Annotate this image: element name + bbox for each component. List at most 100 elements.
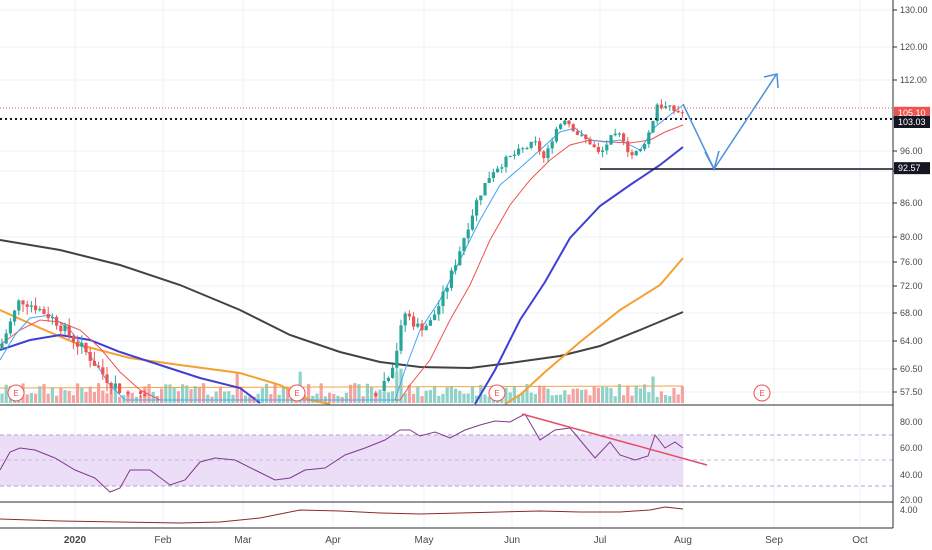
price-axis[interactable]: 130.00120.00112.00104.0096.0092.0086.008… [893,5,928,397]
time-axis[interactable]: 2020 Feb Mar Apr May Jun Jul Aug Sep Oct [64,535,868,546]
volume-bar [273,383,277,403]
volume-bar [59,387,63,403]
volume-bar [588,395,592,403]
candle-body [533,141,537,143]
volume-bar [84,391,88,403]
candle-body [542,151,546,159]
volume-bar [416,386,420,403]
candle-body [466,229,470,239]
candle-body [521,148,525,150]
ma-200-line [0,239,684,370]
candle-body [382,380,386,392]
earnings-marker[interactable] [753,384,771,402]
candle-body [575,131,579,135]
volume-bar [88,386,92,403]
projection-arrow[interactable] [682,73,779,172]
candle-body [664,106,668,108]
candle-body [374,393,378,397]
volume-bar [643,384,647,403]
volume-bar [105,393,109,403]
volume-bar [328,392,332,403]
candle-body [500,167,504,169]
price-label-badge [894,116,930,129]
volume-bar [386,392,390,403]
volume-bar [441,393,445,403]
bottom-indicator-line [0,506,684,524]
volume-bar [332,393,336,403]
volume-bar [286,387,290,403]
time-tick-label: Apr [325,535,341,546]
earnings-marker[interactable] [7,384,25,402]
volume-bar [622,395,626,403]
rsi-tick-label: 40.00 [900,470,923,480]
volume-bar [617,384,621,403]
volume-bar [664,394,668,403]
volume-bar [563,390,567,403]
price-tick-label: 76.00 [900,257,923,267]
volume-bar [659,391,663,403]
volume-bar [63,390,67,403]
volume-bar [189,389,193,403]
volume-bar [575,388,579,403]
volume-bar [546,388,550,403]
volume-bar [92,391,96,403]
time-tick-label: May [415,535,434,546]
volume-bar [554,394,558,403]
volume-bar [67,390,71,403]
candle-body [655,104,659,122]
volume-bar [265,383,269,403]
volume-bar [239,386,243,403]
candle-body [643,144,647,150]
price-tick-label: 60.50 [900,364,923,374]
candle-body [596,147,600,152]
volume-bar [344,392,348,403]
volume-bar [0,393,4,403]
candle-body [504,156,508,168]
candlesticks[interactable] [0,99,684,398]
volume-bar [374,392,378,403]
candle-body [0,343,4,349]
candle-body [42,308,46,314]
earnings-marker[interactable] [288,384,306,402]
candle-body [449,270,453,288]
volume-bar [655,396,659,403]
volume-bar [559,394,563,403]
volume-bar [647,392,651,403]
candle-body [584,134,588,139]
candle-body [609,135,613,145]
volume-bar [302,395,306,403]
volume-bar [638,388,642,403]
candle-body [139,391,143,394]
price-tick-label: 120.00 [900,42,928,52]
earnings-marker[interactable] [488,384,506,402]
volume-bar [353,383,357,403]
candle-body [525,147,529,149]
volume-bar [512,386,516,403]
volume-bar [147,383,151,403]
volume-bar [449,385,453,403]
candle-body [113,383,117,388]
volume-bar [483,394,487,403]
candle-body [554,128,558,142]
volume-bar [651,376,655,403]
time-tick-label: Jun [504,535,520,546]
candle-body [76,342,80,347]
volume-bar [504,387,508,403]
candle-body [403,313,407,326]
candle-body [622,133,626,142]
volume-bar [176,391,180,403]
candle-body [97,365,101,368]
volume-bar [580,389,584,403]
rsi-divergence-line[interactable] [521,413,708,466]
candle-body [391,367,395,378]
candle-body [592,144,596,148]
candle-body [651,121,655,133]
volume-bar [218,386,222,403]
candle-body [601,150,605,152]
volume-bar [412,393,416,403]
volume-bar [130,392,134,403]
candle-body [395,350,399,368]
volume-bar [365,383,369,403]
